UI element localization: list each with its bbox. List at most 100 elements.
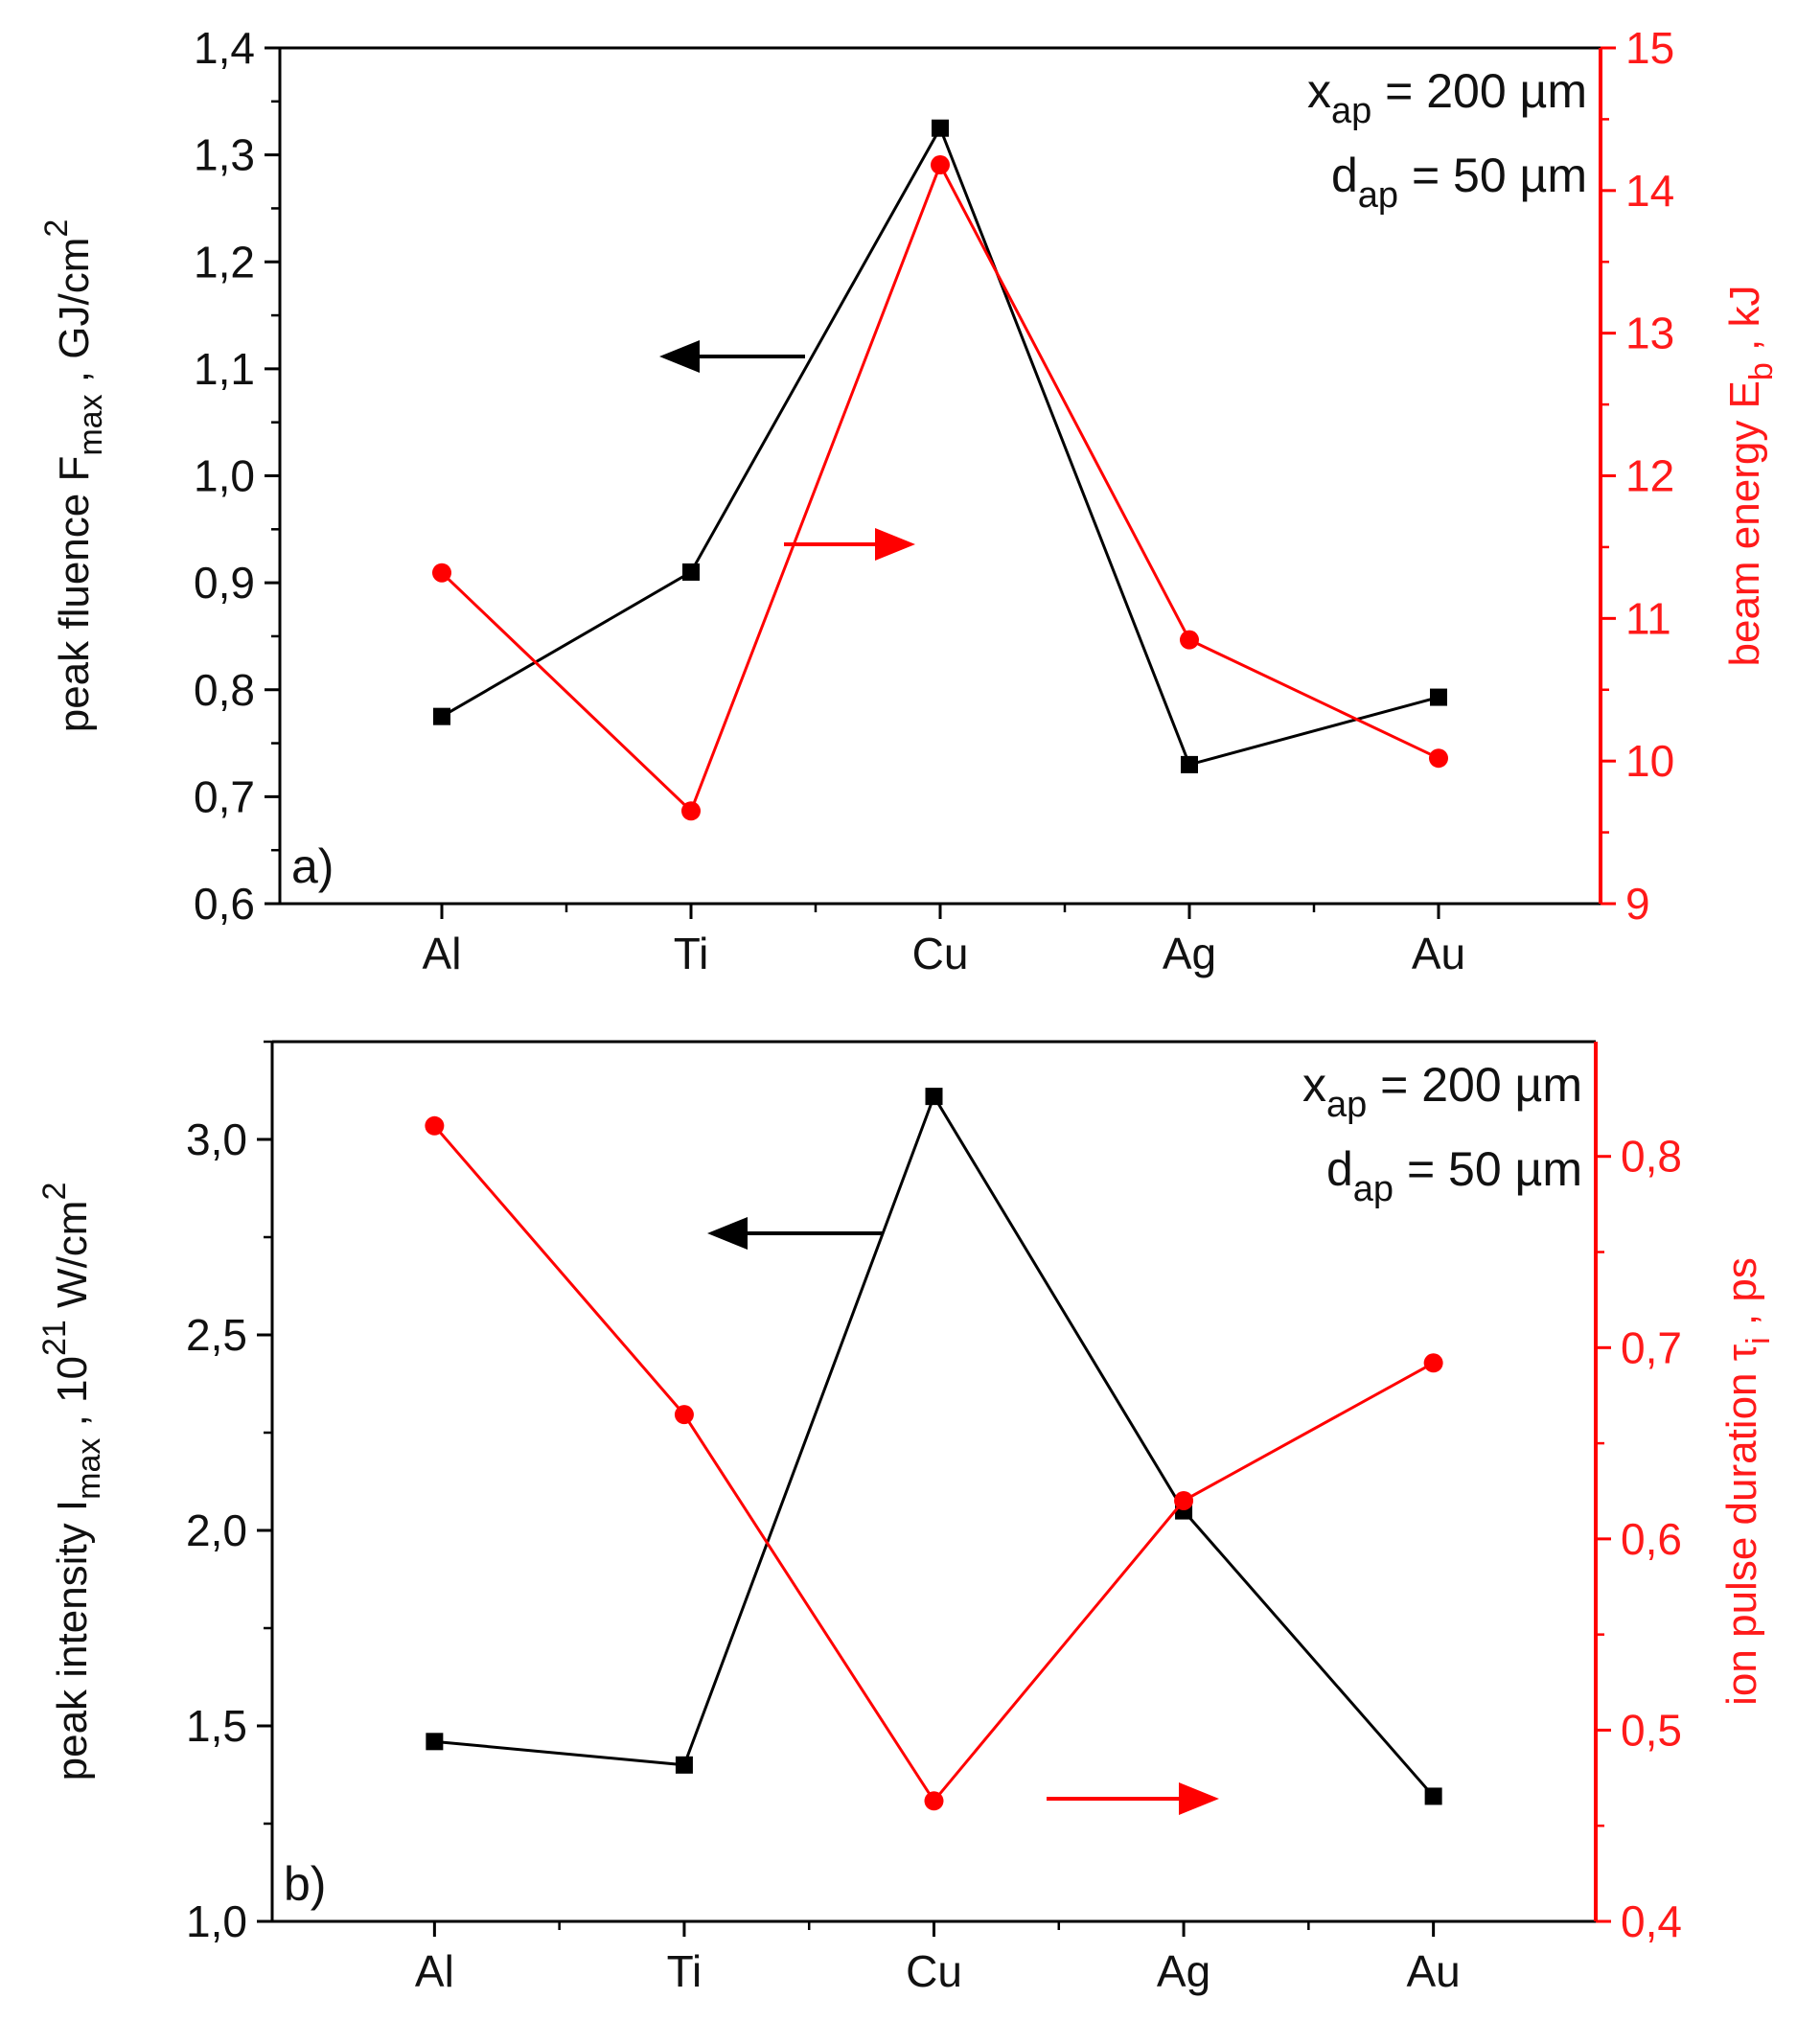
annotation-var: x — [1302, 1058, 1326, 1112]
annotation-x-ap: xap = 200 µm — [1302, 1058, 1582, 1125]
right-axis-title-main: ion pulse duration τ — [1718, 1344, 1765, 1706]
left-axis-title: peak intensity Imax , 1021 W/cm2 — [36, 1183, 107, 1781]
annotation-subscript: ap — [1358, 175, 1398, 216]
left-axis-title-unit: , GJ/cm — [51, 238, 98, 395]
left-axis-title-unit: , 10 — [49, 1356, 96, 1438]
right-tick-label: 14 — [1625, 166, 1674, 216]
annotation-value: = 200 µm — [1367, 1058, 1582, 1112]
annotation-d-ap: dap = 50 µm — [1331, 149, 1587, 216]
left-axis-title-superscript2: 2 — [36, 1183, 73, 1201]
x-tick-label-cu: Cu — [906, 1946, 962, 1996]
left-tick-label: 1,0 — [186, 1896, 247, 1946]
left-axis-title-main: peak fluence F — [51, 456, 98, 733]
left-axis-title-superscript: 21 — [36, 1320, 73, 1356]
panel-label: a) — [291, 839, 334, 893]
left-tick-label: 1,0 — [194, 451, 255, 501]
x-tick-label-ag: Ag — [1157, 1946, 1210, 1996]
data-point-ion-pulse-duration-al — [425, 1115, 445, 1136]
left-tick-label: 1,2 — [194, 237, 255, 287]
annotation-var: x — [1307, 64, 1331, 118]
x-tick-label-ti: Ti — [674, 929, 709, 978]
right-tick-label: 13 — [1625, 309, 1674, 358]
x-tick-label-al: Al — [415, 1946, 454, 1996]
data-point-peak-intensity-al — [426, 1733, 444, 1751]
data-point-peak-intensity-ti — [675, 1756, 693, 1774]
left-tick-label: 0,8 — [194, 665, 255, 715]
data-point-ion-pulse-duration-cu — [924, 1791, 944, 1811]
right-tick-label: 0,6 — [1621, 1514, 1682, 1564]
data-point-beam-energy-ti — [681, 801, 701, 821]
data-point-peak-fluence-cu — [932, 119, 949, 137]
left-tick-label: 0,6 — [194, 879, 255, 929]
annotation-value: = 50 µm — [1394, 1142, 1582, 1196]
x-tick-label-au: Au — [1406, 1946, 1460, 1996]
right-tick-label: 15 — [1625, 23, 1674, 73]
series-line-beam-energy — [440, 161, 1440, 814]
annotation-d-ap: dap = 50 µm — [1326, 1142, 1582, 1209]
right-axis-title-unit: , ps — [1718, 1257, 1765, 1337]
data-point-peak-intensity-au — [1424, 1787, 1442, 1805]
data-point-peak-fluence-au — [1430, 688, 1447, 706]
data-point-ion-pulse-duration-ti — [674, 1405, 694, 1425]
data-point-peak-fluence-al — [433, 707, 450, 725]
data-point-beam-energy-al — [432, 563, 451, 583]
left-tick-label: 2,5 — [186, 1310, 247, 1360]
chart-panel-a: 0,6 0,7 0,8 0,9 1,0 1,1 1,2 1,3 1,4 9 10 11 12 13 14 15… — [38, 23, 1780, 978]
right-axis-arrow-head — [875, 528, 915, 561]
left-tick-label: 3,0 — [186, 1114, 247, 1164]
right-tick-label: 10 — [1625, 736, 1674, 786]
data-point-beam-energy-cu — [931, 155, 950, 175]
annotation-x-ap: xap = 200 µm — [1307, 64, 1587, 131]
annotation-value: = 50 µm — [1398, 149, 1587, 202]
x-tick-label-au: Au — [1412, 929, 1465, 978]
series-line-ion-pulse-duration — [433, 1124, 1435, 1804]
right-tick-label: 12 — [1625, 451, 1674, 501]
left-axis-title-unit2: W/cm — [49, 1201, 96, 1321]
left-axis-title-superscript: 2 — [38, 219, 75, 238]
right-axis-title-unit: , kJ — [1721, 285, 1768, 362]
left-axis-title-subscript: max — [71, 1438, 107, 1500]
right-axis-title-subscript: i — [1740, 1337, 1777, 1344]
annotation-var: d — [1326, 1142, 1353, 1196]
left-tick-label: 0,9 — [194, 558, 255, 608]
right-tick-label: 0,7 — [1621, 1322, 1682, 1372]
data-point-peak-fluence-ti — [682, 563, 700, 581]
left-tick-label: 0,7 — [194, 771, 255, 821]
annotation-subscript: ap — [1353, 1169, 1394, 1209]
left-axis-title: peak fluence Fmax , GJ/cm2 — [38, 219, 109, 733]
x-tick-label-ag: Ag — [1163, 929, 1216, 978]
left-axis-arrow-head — [707, 1217, 748, 1250]
left-tick-label: 1,3 — [194, 130, 255, 180]
left-tick-label: 2,0 — [186, 1505, 247, 1555]
left-tick-label: 1,5 — [186, 1701, 247, 1751]
data-point-beam-energy-au — [1429, 748, 1448, 769]
x-tick-label-cu: Cu — [912, 929, 969, 978]
chart-panel-b: 1,0 1,5 2,0 2,5 3,0 0,4 0,5 0,6 0,7 0,8 Al Ti Cu Ag Au… — [36, 1040, 1777, 1996]
right-tick-label: 0,8 — [1621, 1132, 1682, 1182]
x-tick-label-ti: Ti — [667, 1946, 703, 1996]
left-tick-label: 1,4 — [194, 23, 255, 73]
data-point-ion-pulse-duration-au — [1423, 1353, 1443, 1373]
left-tick-label: 1,1 — [194, 344, 255, 394]
data-point-peak-fluence-ag — [1181, 755, 1198, 773]
data-point-ion-pulse-duration-ag — [1174, 1490, 1194, 1510]
left-axis-title-subscript: max — [73, 394, 109, 455]
right-axis-title: beam energy Eb , kJ — [1721, 285, 1780, 666]
data-point-peak-intensity-cu — [925, 1088, 943, 1106]
panel-label: b) — [284, 1857, 326, 1911]
right-axis-title-main: beam energy E — [1721, 380, 1768, 666]
x-tick-label-al: Al — [423, 929, 462, 978]
right-tick-label: 0,4 — [1621, 1896, 1682, 1946]
right-tick-label: 9 — [1625, 879, 1650, 929]
right-axis-title-subscript: b — [1743, 362, 1780, 380]
right-axis-title: ion pulse duration τi , ps — [1718, 1257, 1777, 1706]
right-axis-arrow-head — [1179, 1782, 1219, 1815]
right-tick-label: 11 — [1625, 593, 1671, 643]
left-axis-arrow-head — [659, 340, 700, 373]
annotation-subscript: ap — [1331, 91, 1371, 131]
annotation-var: d — [1331, 149, 1358, 202]
annotation-subscript: ap — [1326, 1085, 1367, 1125]
right-tick-label: 0,5 — [1621, 1705, 1682, 1755]
left-axis-title-main: peak intensity I — [49, 1500, 96, 1781]
